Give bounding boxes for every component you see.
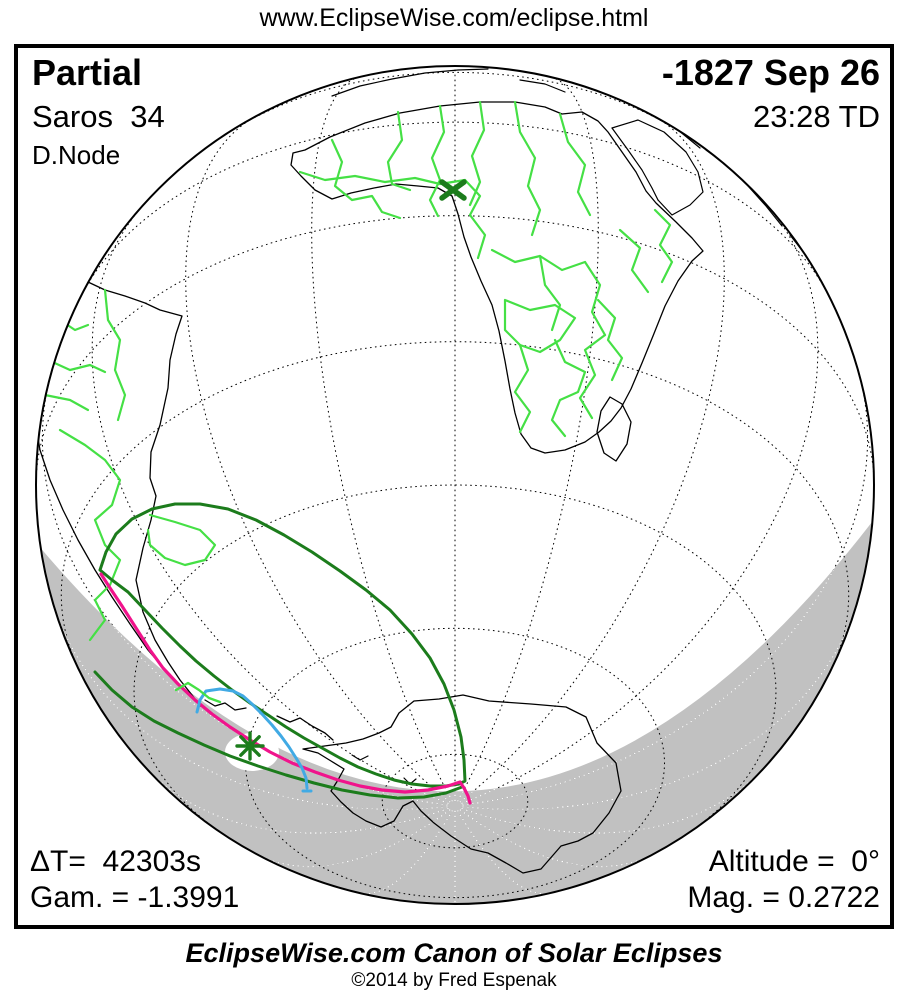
time-label: 23:28 TD xyxy=(753,99,880,134)
altitude-label: Altitude = 0° xyxy=(708,845,880,878)
eclipse-type-label: Partial xyxy=(32,52,143,93)
page-url-header: www.EclipseWise.com/eclipse.html xyxy=(259,4,649,32)
node-label: D.Node xyxy=(32,140,121,170)
delta-t-label: ΔT= 42303s xyxy=(30,845,201,878)
map-frame xyxy=(14,44,894,929)
date-label: -1827 Sep 26 xyxy=(661,52,880,93)
magnitude-label: Mag. = 0.2722 xyxy=(687,881,880,914)
canon-title: EclipseWise.com Canon of Solar Eclipses xyxy=(185,938,723,968)
gamma-label: Gam. = -1.3991 xyxy=(30,881,240,914)
saros-label: Saros 34 xyxy=(32,99,165,134)
copyright: ©2014 by Fred Espenak xyxy=(351,970,557,991)
